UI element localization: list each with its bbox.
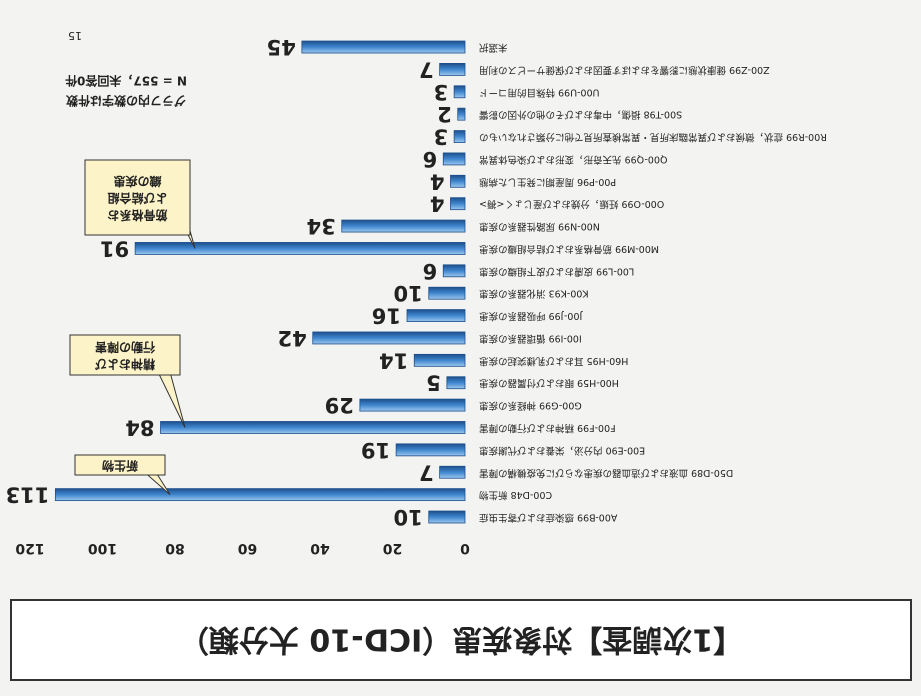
callout-text: 行動の障害 <box>95 340 156 355</box>
value-label: 113 <box>6 483 50 507</box>
note: N = 557，未回答0件 <box>65 74 187 89</box>
page-number: 15 <box>68 29 82 42</box>
bar <box>160 421 466 434</box>
value-label: 10 <box>394 281 423 305</box>
bar <box>457 107 466 121</box>
bar <box>428 286 466 300</box>
category-label: H00-H59 眼および付属器の疾患 <box>479 377 619 389</box>
value-label: 84 <box>125 415 154 439</box>
value-label: 29 <box>325 393 354 417</box>
category-label: Q00-Q99 先天奇形，変形および染色体異常 <box>479 153 667 165</box>
bar <box>446 376 466 390</box>
value-label: 3 <box>434 125 449 149</box>
category-label: R00-R99 症状，徴候および異常臨床所見・異常検査所見で他に分類されないもの <box>479 131 827 143</box>
value-label: 34 <box>307 214 336 238</box>
value-label: 42 <box>278 326 307 350</box>
category-label: Z00-Z99 健康状態に影響をおよぼす要因および保健サービスの利用 <box>479 64 770 76</box>
category-label: C00-D48 新生物 <box>479 489 553 501</box>
chart-title: 【1次調査】対象疾患（ICD-10 大分類） <box>179 622 743 657</box>
bar <box>442 264 466 278</box>
callout-text: よび結合組 <box>107 191 167 206</box>
category-label: D50-D89 血液および造血器の疾患ならびに免疫機構の障害 <box>479 467 733 479</box>
bar <box>134 242 466 255</box>
x-tick-label: 40 <box>310 540 330 556</box>
category-label: J00-J99 呼吸器系の疾患 <box>479 310 583 322</box>
value-label: 6 <box>423 147 438 171</box>
category-label: 未選択 <box>479 42 508 54</box>
bar <box>341 219 466 233</box>
category-label: L00-L99 皮膚および皮下組織の疾患 <box>479 265 634 277</box>
category-label: A00-B99 感染症および寄生虫症 <box>479 512 618 524</box>
category-label: H60-H95 耳および乳様突起の疾患 <box>479 355 628 367</box>
value-label: 3 <box>434 80 449 104</box>
category-label: I00-I99 循環器系の疾患 <box>479 332 582 344</box>
bar <box>395 443 466 457</box>
category-label: P00-P96 周産期に発生した病態 <box>479 176 616 188</box>
category-label: U00-U99 特殊目的用コード <box>479 86 600 98</box>
bar <box>450 197 466 211</box>
category-label: K00-K93 消化器系の疾患 <box>479 288 589 300</box>
note: グラフ内の数字は件数 <box>65 94 186 109</box>
x-tick-label: 100 <box>88 540 117 556</box>
bar <box>453 130 466 143</box>
callout-text: 筋骨格系お <box>107 208 168 223</box>
category-label: G00-G99 神経系の疾患 <box>479 400 582 412</box>
value-label: 5 <box>426 371 441 395</box>
value-label: 4 <box>430 169 445 193</box>
value-label: 7 <box>419 57 434 81</box>
title-box <box>10 599 912 681</box>
category-label: N00-N99 尿路性器系の疾患 <box>479 221 600 233</box>
bar <box>54 488 466 502</box>
bar <box>450 174 466 188</box>
value-label: 45 <box>267 35 296 59</box>
callout-box <box>69 334 181 376</box>
value-label: 6 <box>423 259 438 283</box>
x-tick-label: 20 <box>383 540 403 556</box>
bar <box>413 353 466 367</box>
value-label: 19 <box>361 438 390 462</box>
bar <box>312 331 466 345</box>
value-label: 91 <box>100 236 129 260</box>
bar <box>359 398 466 412</box>
category-label: M00-M99 筋骨格系および結合組織の疾患 <box>479 243 659 255</box>
x-tick-label: 0 <box>460 540 470 556</box>
category-label: S00-T98 損傷，中毒およびその他の外因の影響 <box>479 109 683 121</box>
callout-text: 精神および <box>94 357 155 372</box>
callout-box <box>84 159 191 236</box>
bar <box>442 152 466 166</box>
category-label: O00-O99 妊娠，分娩および産じょく<褥> <box>479 198 664 210</box>
value-label: 14 <box>379 348 408 372</box>
x-tick-label: 120 <box>15 540 44 556</box>
category-label: E00-E90 内分泌，栄養および代謝疾患 <box>479 444 645 456</box>
bar <box>453 85 466 99</box>
category-label: F00-F99 精神および行動の障害 <box>479 422 616 434</box>
value-label: 7 <box>419 460 434 484</box>
callout-box <box>74 454 166 476</box>
value-label: 4 <box>430 192 445 216</box>
callout-text: 新生物 <box>102 459 138 474</box>
bar <box>439 465 466 479</box>
value-label: 16 <box>372 304 401 328</box>
x-tick-label: 80 <box>165 540 185 556</box>
value-label: 2 <box>437 102 452 126</box>
callout-text: 織の疾患 <box>113 174 161 189</box>
x-tick-label: 60 <box>238 540 258 556</box>
bar <box>428 510 466 524</box>
bar <box>301 40 466 54</box>
value-label: 10 <box>394 505 423 529</box>
bar <box>439 63 466 76</box>
bar <box>406 309 466 322</box>
